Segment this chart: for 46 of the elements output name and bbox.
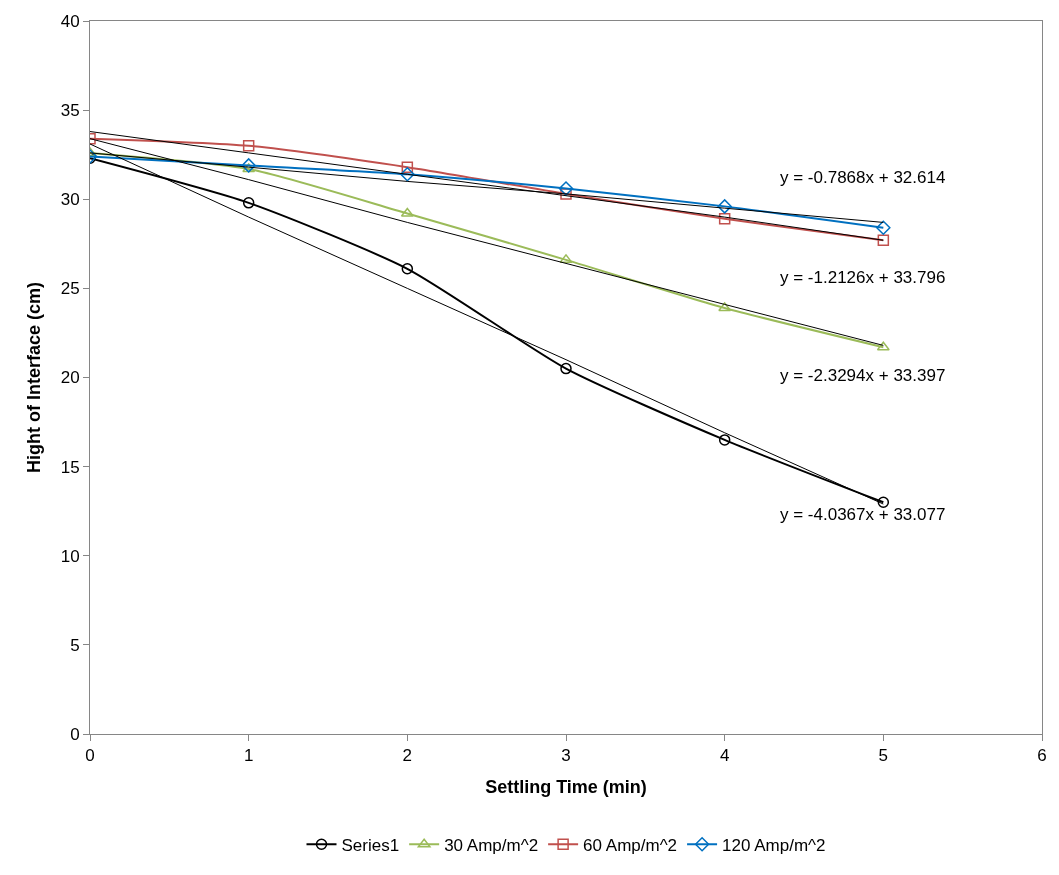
point [559,254,573,264]
annotation: y = -1.2126x + 33.796 [780,268,946,287]
x-tick-label: 2 [402,746,413,766]
point [718,302,732,312]
legend-label: 30 Amp/m^2 [444,835,539,855]
point [558,181,574,196]
y-tick-label: 40 [60,11,80,31]
annotation: y = -2.3294x + 33.397 [780,366,946,385]
point [877,234,890,246]
y-tick-label: 25 [60,279,80,299]
point [717,199,732,214]
x-tick-label: 6 [1037,746,1047,766]
point [242,140,255,152]
y-tick-label: 5 [70,635,80,655]
y-tick-label: 30 [60,190,80,210]
y-tick-label: 35 [60,101,80,121]
x-tick-label: 5 [878,746,889,766]
y-axis-title: Hight of Interface (cm) [23,281,44,474]
legend-label: Series1 [341,835,400,855]
point [400,167,415,182]
x-tick-label: 4 [719,746,730,766]
x-tick-label: 1 [243,746,254,766]
y-tick-label: 15 [60,457,80,477]
point [400,207,414,217]
point [242,197,255,209]
annotation: y = -4.0367x + 33.077 [780,505,946,524]
point [241,158,256,173]
point [560,362,572,375]
y-tick-label: 0 [70,724,80,744]
point [877,496,890,509]
y-tick-label: 10 [60,546,80,566]
point [242,163,256,173]
point [876,341,890,351]
y-tick-label: 20 [60,368,80,388]
point [718,213,731,225]
point [876,220,891,236]
x-tick-label: 3 [561,746,571,766]
point [401,263,414,275]
point [718,434,731,446]
legend-label: 60 Amp/m^2 [583,835,678,855]
legend-label: 120 Amp/m^2 [722,835,826,855]
annotation: y = -0.7868x + 32.614 [780,168,946,187]
x-tick-label: 0 [85,746,95,766]
point [560,188,572,200]
x-axis-title: Settling Time (min) [485,776,647,797]
point [401,161,414,173]
